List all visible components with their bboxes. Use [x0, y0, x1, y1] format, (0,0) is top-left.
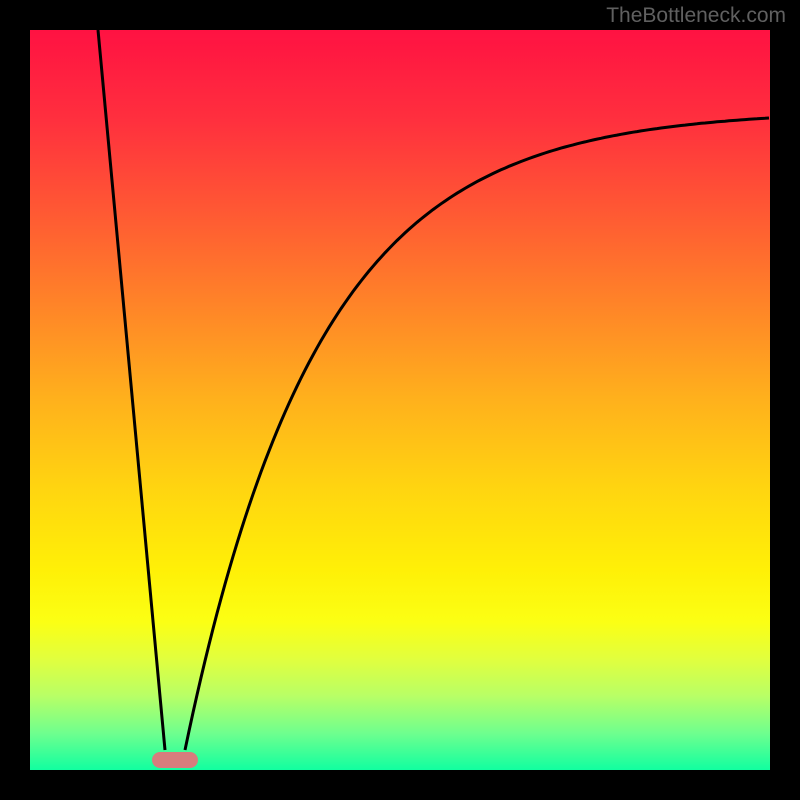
curve-right-segment [185, 118, 769, 750]
chart-frame: TheBottleneck.com [0, 0, 800, 800]
plot-area [30, 30, 770, 770]
watermark-text: TheBottleneck.com [606, 4, 786, 28]
curve-svg [30, 30, 770, 770]
curve-left-segment [98, 30, 165, 750]
marker-pill [152, 752, 198, 768]
